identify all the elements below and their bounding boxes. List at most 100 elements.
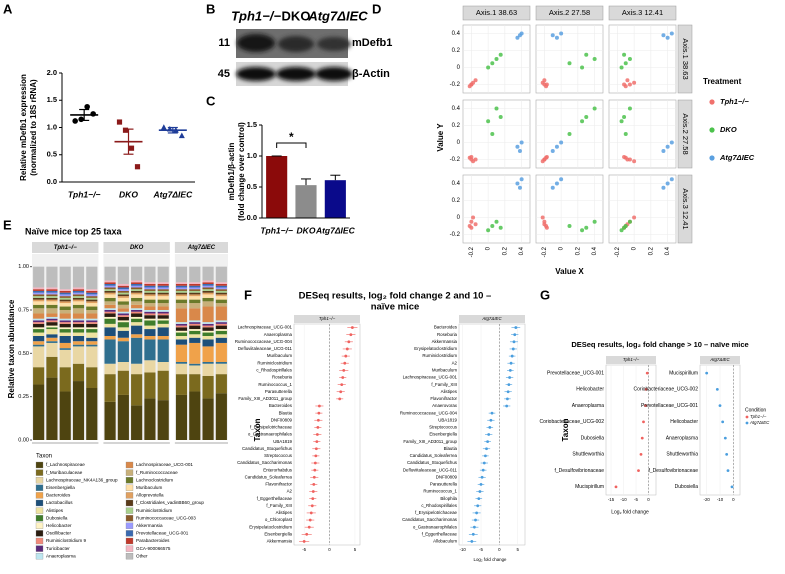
bar-segment (86, 310, 98, 314)
bar-segment (157, 303, 169, 307)
data-point (517, 149, 522, 153)
data-point (473, 78, 478, 83)
bar-segment (157, 266, 169, 283)
bar-segment (59, 323, 71, 328)
y-tick-label: f_Family_XIII (431, 382, 457, 387)
data-point (669, 31, 674, 36)
y-tick-label: UBA1819 (273, 439, 292, 444)
x-tick-label: 0.2 (502, 246, 508, 255)
data-point (580, 119, 585, 124)
y-tick-label: 0.2 (452, 123, 461, 129)
x-tick-label: 0.4 (519, 246, 525, 255)
bar-segment (189, 330, 201, 335)
bar-segment (33, 332, 45, 336)
legend-swatch (35, 461, 44, 469)
y-tick-label: o_Gastranaerophilales (248, 432, 293, 437)
data-point (550, 33, 555, 38)
bar-segment (46, 294, 58, 297)
x-tick-label: -10 (620, 497, 627, 502)
bar-segment (117, 266, 129, 284)
bar-segment (104, 310, 116, 312)
bar-segment (117, 297, 129, 302)
bar-segment (104, 304, 116, 309)
bar-segment (72, 297, 85, 300)
bar-segment (59, 313, 71, 319)
bar-segment (202, 323, 214, 326)
data-point (316, 425, 320, 429)
bar-segment (117, 313, 129, 316)
bar-segment (175, 362, 188, 364)
data-point (494, 57, 499, 61)
facet-label: Tph1−/− (319, 316, 336, 321)
data-point (510, 354, 514, 358)
y-tick-label: Parasutterella (430, 482, 458, 487)
y-tick-label: 1.5 (47, 95, 57, 104)
bar-segment (117, 296, 129, 298)
blot-band (276, 67, 316, 81)
bar-segment (175, 336, 188, 340)
data-point (542, 78, 547, 83)
y-tick-label: Anaeroplasma (572, 403, 604, 409)
bar-segment (46, 320, 58, 323)
data-point (515, 181, 520, 186)
bar-segment (175, 339, 188, 345)
bar-segment (104, 285, 116, 288)
bar-segment (46, 356, 58, 378)
y-tick-label: -0.2 (450, 232, 461, 238)
bar-segment (131, 316, 143, 319)
y-tick-label: A2 (452, 360, 458, 365)
size-marker: 11 (218, 37, 230, 49)
y-tick-label: 0.75 (18, 307, 29, 313)
bar-segment (215, 292, 227, 295)
bar-segment (131, 363, 143, 375)
y-axis-title: mDefb1/β-actin (227, 142, 236, 200)
bar-segment (117, 341, 129, 362)
bar-segment (72, 336, 85, 342)
y-tick-label: Flavonifractor (265, 482, 292, 487)
data-point (515, 35, 520, 40)
bar-segment (144, 372, 156, 399)
data-point (622, 115, 627, 119)
data-point (478, 490, 482, 493)
bar-segment (189, 365, 201, 375)
y-tick-label: Coriobacteriaceae_UCG-002 (634, 387, 699, 393)
bar-segment (175, 284, 188, 286)
data-point (550, 149, 555, 153)
facet-label: Atg7ΔIEC (709, 357, 730, 362)
data-point (317, 404, 321, 408)
bar-segment (144, 296, 156, 300)
bar-segment (59, 299, 71, 302)
data-point (554, 35, 559, 40)
y-tick-label: 1.0 (47, 122, 57, 131)
y-tick-label: f_Erysipelotrichaceae (250, 425, 293, 430)
bar-segment (202, 297, 214, 302)
legend-swatch (35, 507, 44, 514)
bar-segment (59, 294, 71, 297)
bar-segment (189, 374, 201, 392)
bar-segment (86, 318, 98, 321)
legend-swatch (35, 469, 44, 476)
bar-segment (46, 318, 58, 321)
data-point (645, 371, 649, 375)
bar-segment (104, 374, 116, 402)
bar-segment (72, 290, 85, 293)
bar-segment (104, 313, 116, 317)
legend-label: f_Clostridiales_vadinBB60_group (136, 500, 204, 505)
bar-segment (59, 266, 71, 290)
strip (294, 315, 360, 323)
bar-segment (59, 322, 71, 324)
strip (459, 315, 525, 323)
bar-segment (59, 336, 71, 343)
y-tick-label: Blautia (279, 410, 293, 415)
data-point (469, 225, 474, 230)
y-tick-label: Dubosiella (675, 484, 699, 490)
bar-segment (104, 363, 116, 375)
bar-segment (215, 289, 227, 291)
data-point (338, 397, 342, 401)
bar-segment (131, 287, 143, 290)
bar-segment (104, 287, 116, 290)
y-tick-label: Prevotellaceae_UCG-001 (641, 403, 698, 409)
bar-segment (33, 318, 45, 321)
legend-label: f_Ruminococcaceae (136, 470, 178, 475)
legend-swatch (745, 415, 749, 419)
